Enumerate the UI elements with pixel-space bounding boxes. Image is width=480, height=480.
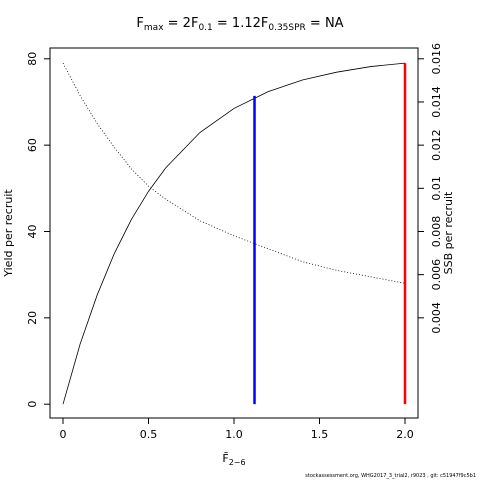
y-tick-label: 80 bbox=[26, 52, 39, 66]
title-text: = 2 bbox=[164, 16, 191, 31]
title-subscript: 0.1 bbox=[198, 23, 212, 33]
footnote: stockassessment.org, WHG2017_3_trial2, r… bbox=[305, 473, 476, 479]
y-tick-label: 20 bbox=[26, 311, 39, 325]
title-symbol: F bbox=[261, 16, 268, 31]
y-axis-label: Yield per recruit bbox=[2, 189, 15, 278]
y-tick-label: 0 bbox=[26, 401, 39, 408]
y2-axis-label: SSB per recruit bbox=[442, 191, 455, 274]
y2-tick-label: 0.014 bbox=[430, 86, 443, 118]
x-label-symbol: F̄ bbox=[222, 452, 228, 465]
y2-tick-label: 0.004 bbox=[430, 302, 443, 334]
x-tick-label: 1.0 bbox=[225, 428, 243, 441]
chart-title: Fmax = 2F0.1 = 1.12F0.35SPR = NA bbox=[136, 16, 343, 33]
y2-tick-label: 0.01 bbox=[430, 176, 443, 201]
x-tick-label: 0 bbox=[59, 428, 66, 441]
title-text: = NA bbox=[306, 16, 344, 31]
title-symbol: F bbox=[136, 16, 143, 31]
y-tick-label: 40 bbox=[26, 224, 39, 238]
series-line bbox=[62, 62, 406, 405]
x-axis-label: F̄2−6 bbox=[222, 452, 245, 467]
y2-tick-label: 0.008 bbox=[430, 216, 443, 248]
title-subscript: 0.35SPR bbox=[268, 23, 305, 33]
y2-tick-label: 0.016 bbox=[430, 43, 443, 75]
title-subscript: max bbox=[144, 23, 164, 33]
y2-tick-label: 0.012 bbox=[430, 129, 443, 161]
x-tick-label: 1.5 bbox=[311, 428, 329, 441]
x-tick-label: 2.0 bbox=[396, 428, 414, 441]
x-label-subscript: 2−6 bbox=[229, 458, 246, 467]
title-symbol: F bbox=[191, 16, 198, 31]
series-line bbox=[62, 62, 406, 284]
x-tick-label: 0.5 bbox=[140, 428, 158, 441]
y-tick-label: 60 bbox=[26, 138, 39, 152]
title-text: = 1.12 bbox=[213, 16, 261, 31]
y2-tick-label: 0.006 bbox=[430, 259, 443, 291]
